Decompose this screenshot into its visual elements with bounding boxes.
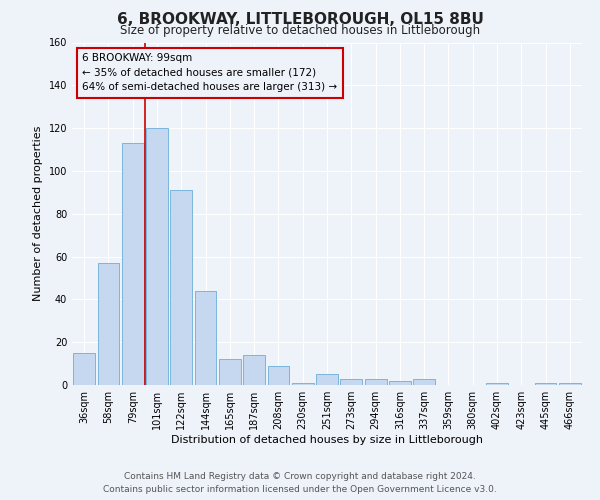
Bar	[486, 383, 508, 385]
Bar	[170, 190, 192, 385]
Bar	[365, 378, 386, 385]
Text: Size of property relative to detached houses in Littleborough: Size of property relative to detached ho…	[120, 24, 480, 37]
X-axis label: Distribution of detached houses by size in Littleborough: Distribution of detached houses by size …	[171, 435, 483, 445]
Text: 6, BROOKWAY, LITTLEBOROUGH, OL15 8BU: 6, BROOKWAY, LITTLEBOROUGH, OL15 8BU	[116, 12, 484, 28]
Text: 6 BROOKWAY: 99sqm
← 35% of detached houses are smaller (172)
64% of semi-detache: 6 BROOKWAY: 99sqm ← 35% of detached hous…	[82, 53, 337, 92]
Bar	[268, 366, 289, 385]
Y-axis label: Number of detached properties: Number of detached properties	[33, 126, 43, 302]
Bar	[389, 380, 411, 385]
Bar	[122, 143, 143, 385]
Bar	[73, 353, 95, 385]
Bar	[292, 383, 314, 385]
Bar	[243, 355, 265, 385]
Bar	[219, 360, 241, 385]
Bar	[316, 374, 338, 385]
Bar	[194, 291, 217, 385]
Bar	[535, 383, 556, 385]
Bar	[340, 378, 362, 385]
Bar	[97, 263, 119, 385]
Text: Contains HM Land Registry data © Crown copyright and database right 2024.
Contai: Contains HM Land Registry data © Crown c…	[103, 472, 497, 494]
Bar	[146, 128, 168, 385]
Bar	[413, 378, 435, 385]
Bar	[559, 383, 581, 385]
